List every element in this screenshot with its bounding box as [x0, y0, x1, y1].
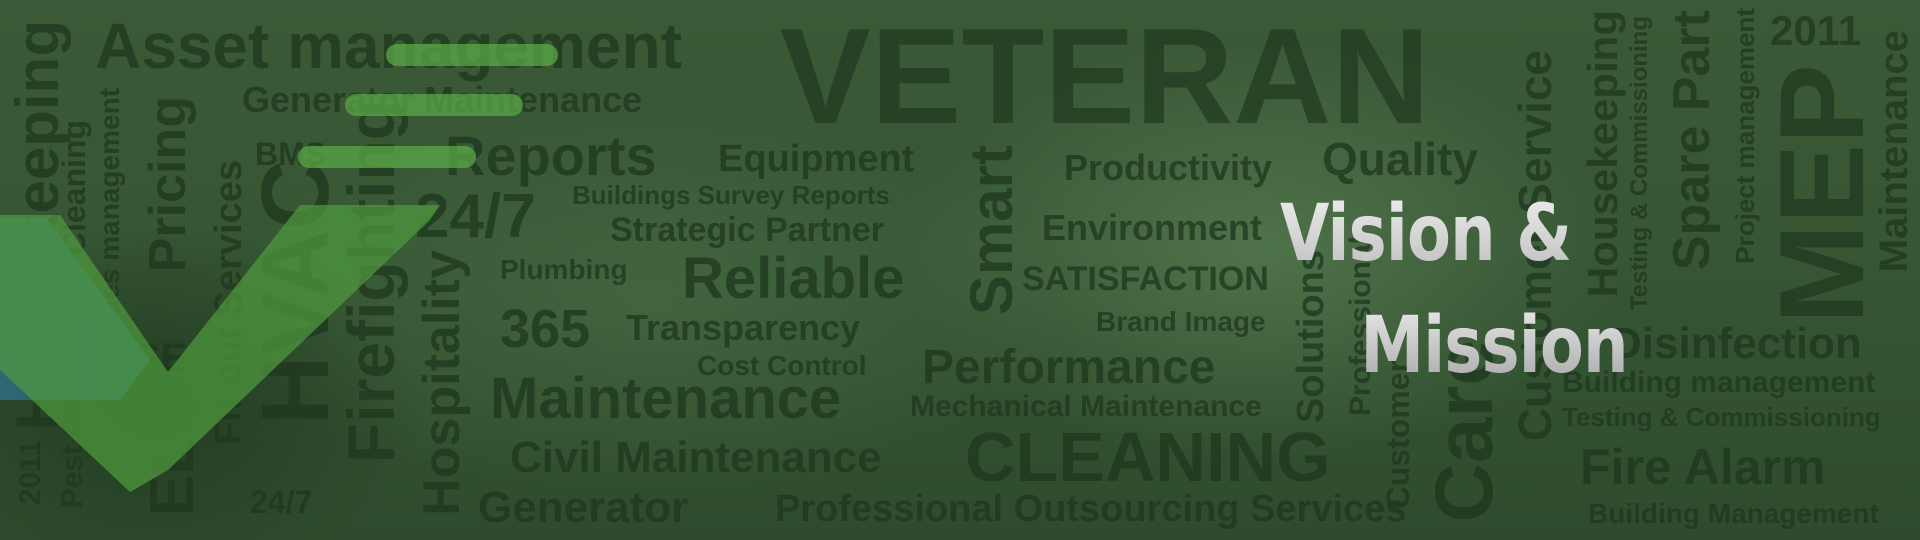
word-strategic-partner: Strategic Partner	[610, 211, 884, 249]
word-performance: Performance	[922, 341, 1216, 394]
word-cleaning-big: CLEANING	[965, 418, 1331, 496]
word-24-7-small: 24/7	[250, 484, 313, 520]
word-disinfection: Disinfection	[1610, 319, 1862, 368]
logo-bar-1	[386, 44, 558, 66]
headline-line2: Mission	[1360, 301, 1628, 391]
word-reports: Reports	[445, 124, 657, 187]
word-maintenance: Maintenance	[490, 366, 842, 431]
word-24-7: 24/7	[415, 182, 536, 251]
word-asset-management: Asset management	[95, 10, 682, 82]
checkmark-logo-icon	[0, 44, 558, 492]
word-productivity: Productivity	[1064, 147, 1273, 188]
word-satisfaction: SATISFACTION	[1022, 260, 1269, 298]
word-equipment: Equipment	[718, 138, 915, 180]
headline: Vision & Mission	[1280, 178, 1628, 402]
word-mechanical-maintenance: Mechanical Maintenance	[910, 390, 1262, 423]
word-maintenance-v: Maintenance	[1872, 30, 1916, 273]
logo-check-shape	[0, 205, 440, 492]
word-transparency: Transparency	[626, 307, 861, 348]
word-365: 365	[500, 299, 591, 359]
word-year-right: 2011	[1770, 7, 1862, 54]
word-generator: Generator	[478, 483, 689, 532]
logo-bar-2	[345, 94, 523, 116]
word-mep: MEP	[1755, 64, 1889, 325]
word-quality: Quality	[1322, 133, 1478, 185]
logo-bar-3	[298, 146, 476, 168]
word-plumbing: Plumbing	[500, 254, 628, 285]
word-fire-alarm: Fire Alarm	[1580, 439, 1826, 495]
word-testing-commissioning: Testing & Commissioning	[1562, 402, 1881, 432]
word-cost-control: Cost Control	[697, 350, 867, 381]
word-civil-maintenance: Civil Maintenance	[510, 433, 882, 482]
word-building-management-2: Building Management	[1588, 498, 1879, 529]
word-buildings-survey-reports: Buildings Survey Reports	[572, 180, 890, 210]
word-professional-outsourcing: Professional Outsourcing Services	[775, 488, 1407, 530]
word-spare-part: Spare Part	[1663, 10, 1721, 271]
word-brand-image: Brand Image	[1096, 306, 1266, 337]
word-building-management: Building management	[1562, 366, 1876, 399]
word-environment: Environment	[1042, 207, 1263, 248]
word-veteran: VETERAN	[780, 0, 1430, 152]
word-testing-commissioning-v: Testing & Commissioning	[1626, 16, 1653, 311]
word-smart: Smart	[958, 145, 1025, 316]
word-reliable: Reliable	[682, 246, 905, 311]
headline-line1: Vision &	[1280, 189, 1572, 279]
